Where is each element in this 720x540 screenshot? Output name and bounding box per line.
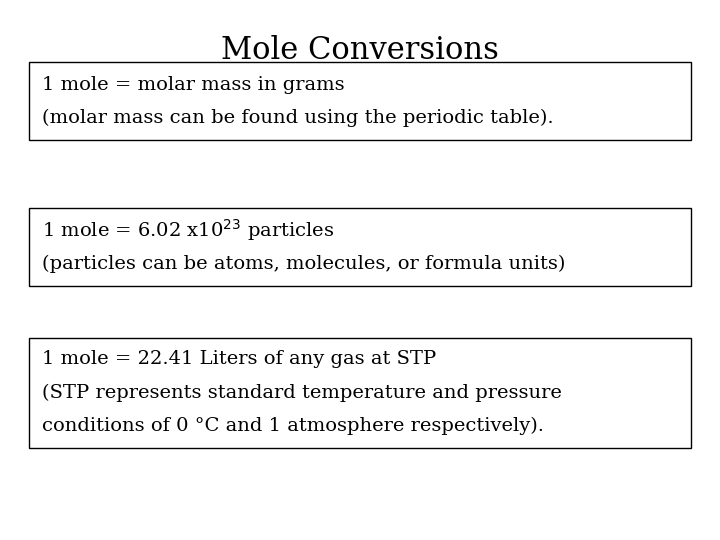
FancyBboxPatch shape bbox=[29, 338, 691, 448]
Text: 1 mole = 6.02 x10$^{23}$ particles: 1 mole = 6.02 x10$^{23}$ particles bbox=[42, 218, 334, 243]
Text: (molar mass can be found using the periodic table).: (molar mass can be found using the perio… bbox=[42, 109, 554, 127]
Text: (STP represents standard temperature and pressure: (STP represents standard temperature and… bbox=[42, 384, 562, 402]
FancyBboxPatch shape bbox=[29, 62, 691, 140]
Text: conditions of 0 °C and 1 atmosphere respectively).: conditions of 0 °C and 1 atmosphere resp… bbox=[42, 417, 544, 435]
Text: (particles can be atoms, molecules, or formula units): (particles can be atoms, molecules, or f… bbox=[42, 255, 565, 273]
FancyBboxPatch shape bbox=[29, 208, 691, 286]
Text: 1 mole = 22.41 Liters of any gas at STP: 1 mole = 22.41 Liters of any gas at STP bbox=[42, 350, 436, 368]
Text: 1 mole = molar mass in grams: 1 mole = molar mass in grams bbox=[42, 76, 344, 93]
Text: Mole Conversions: Mole Conversions bbox=[221, 35, 499, 66]
